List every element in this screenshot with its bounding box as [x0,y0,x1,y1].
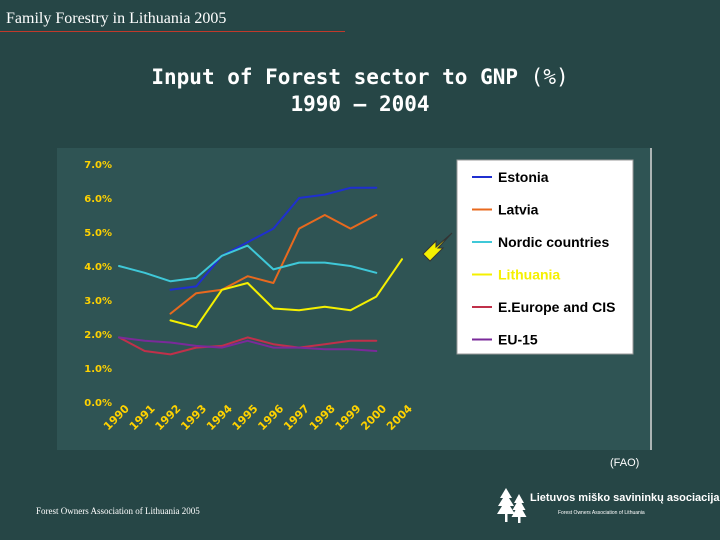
x-tick-label: 1992 [153,402,184,433]
source-note: (FAO) [610,457,640,469]
footer-credit: Forest Owners Association of Lithuania 2… [36,506,200,516]
legend-label: E.Europe and CIS [498,299,615,315]
series-line [169,214,378,315]
slide-subtitle: 1990 – 2004 [290,92,430,116]
x-tick-label: 2000 [358,402,389,433]
x-tick-label: 1999 [333,402,364,433]
header-rule [0,31,345,32]
series-line [169,258,403,329]
y-tick-label: 7.0% [84,160,112,171]
logo-subtext: Forest Owners Association of Lithuania [558,510,645,516]
y-tick-label: 4.0% [84,262,112,273]
x-tick-label: 2004 [384,402,415,433]
legend-label: Nordic countries [498,234,609,250]
header-title: Family Forestry in Lithuania 2005 [6,10,227,27]
series-line [169,186,378,291]
legend-label: EU-15 [498,332,538,348]
slide-title-main: Input of Forest sector to GNP [151,65,531,89]
pointer-arrow-icon [422,232,453,262]
legend-label: Estonia [498,169,549,185]
x-tick-label: 1998 [307,402,338,433]
association-logo: Lietuvos miško savininkų asociacija Fore… [494,486,720,526]
x-tick-label: 1997 [281,402,312,433]
y-tick-label: 3.0% [84,296,112,307]
y-tick-label: 6.0% [84,194,112,205]
legend-label: Latvia [498,202,539,218]
legend-label: Lithuania [498,267,560,283]
y-tick-label: 2.0% [84,330,112,341]
series-line [118,336,378,356]
x-tick-label: 1995 [230,402,261,433]
series-line [118,336,378,352]
slide-title-unit: (%) [530,65,569,89]
x-tick-label: 1993 [178,402,209,433]
y-tick-label: 1.0% [84,364,112,375]
logo-text: Lietuvos miško savininkų asociacija [530,492,720,504]
y-tick-label: 5.0% [84,228,112,239]
tree-icon [497,488,527,523]
slide-title: Input of Forest sector to GNP (%) 1990 –… [0,64,720,118]
x-tick-label: 1991 [127,402,158,433]
x-tick-label: 1994 [204,402,235,433]
legend-panel [456,159,634,355]
series-line [118,244,378,283]
y-tick-label: 0.0% [84,398,112,409]
x-tick-label: 1996 [255,402,286,433]
